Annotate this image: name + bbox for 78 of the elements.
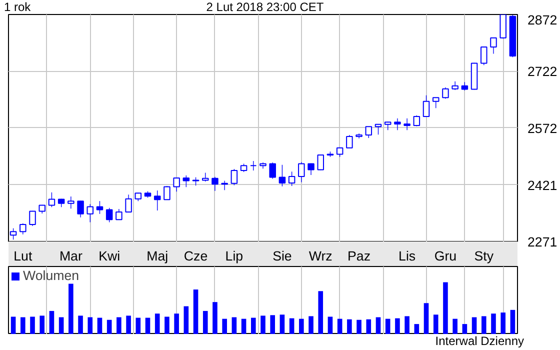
bar — [20, 317, 26, 334]
bar — [97, 318, 102, 334]
bar — [126, 316, 131, 334]
bar — [222, 318, 227, 334]
y-tick-label: 2572 — [528, 120, 558, 136]
x-tick-label: Lut — [14, 248, 32, 264]
x-tick-label: Lip — [225, 248, 244, 264]
bar — [270, 315, 276, 334]
bar — [232, 317, 237, 334]
bar — [433, 314, 438, 334]
y-tick-label: 2271 — [528, 234, 558, 250]
bar — [289, 318, 294, 334]
bar — [116, 317, 122, 334]
bar — [404, 316, 410, 334]
x-tick-label: Sie — [272, 248, 292, 264]
candlestick — [68, 196, 74, 209]
bar — [202, 310, 208, 334]
bar — [481, 316, 486, 334]
bar — [68, 284, 74, 334]
chart-title: 1 rok — [4, 0, 31, 14]
bar — [347, 319, 352, 334]
bar — [385, 318, 390, 334]
candlestick — [221, 180, 228, 190]
bar — [376, 317, 381, 334]
bar — [212, 302, 218, 334]
bar — [106, 320, 112, 334]
x-tick-label: Maj — [146, 248, 168, 264]
bar — [510, 310, 516, 334]
bar — [49, 310, 54, 334]
x-tick-label: Gru — [434, 248, 457, 264]
x-tick-label: Kwi — [98, 248, 120, 264]
candlestick — [394, 118, 401, 130]
bar — [462, 324, 468, 334]
bar — [88, 317, 93, 334]
bar — [337, 318, 342, 334]
x-tick-label: Cze — [184, 248, 208, 264]
bar — [184, 306, 189, 334]
bar — [260, 316, 266, 334]
text: 2 Lut 2018 23:00 CET — [206, 0, 324, 14]
bar — [299, 318, 304, 334]
bar — [472, 317, 477, 334]
bar — [491, 314, 496, 334]
bar — [308, 316, 314, 334]
bar — [328, 316, 333, 334]
x-tick-label: Lis — [398, 248, 416, 264]
bar — [414, 324, 420, 334]
y-tick-label: 2722 — [528, 64, 558, 80]
bar — [500, 312, 506, 334]
bar — [164, 316, 170, 334]
bar — [58, 317, 64, 334]
bar — [318, 291, 324, 334]
x-tick-label: Sty — [474, 248, 494, 264]
bar — [280, 314, 285, 334]
bar — [154, 314, 160, 334]
y-tick-label: 2872 — [528, 12, 558, 28]
bar — [241, 318, 246, 334]
bar — [40, 316, 45, 334]
x-tick-label: Paz — [348, 248, 371, 264]
annotation: Interwal Dzienny — [435, 334, 524, 348]
legend-label: Wolumen — [23, 268, 80, 283]
bar — [78, 316, 83, 334]
bar — [174, 314, 179, 334]
bar — [424, 303, 429, 334]
bar — [366, 319, 372, 334]
y-tick-label: 2421 — [528, 178, 558, 193]
bar — [250, 318, 256, 334]
bar — [193, 290, 198, 334]
bar — [30, 316, 35, 334]
bar — [136, 318, 141, 334]
x-tick-label: Wrz — [308, 248, 332, 264]
bar — [145, 318, 150, 334]
bar — [356, 320, 362, 334]
bar — [443, 282, 448, 334]
bar — [395, 318, 400, 334]
x-tick-label: Mar — [59, 248, 83, 264]
bar — [10, 316, 16, 334]
bar — [452, 318, 458, 334]
candlestick — [404, 118, 410, 130]
